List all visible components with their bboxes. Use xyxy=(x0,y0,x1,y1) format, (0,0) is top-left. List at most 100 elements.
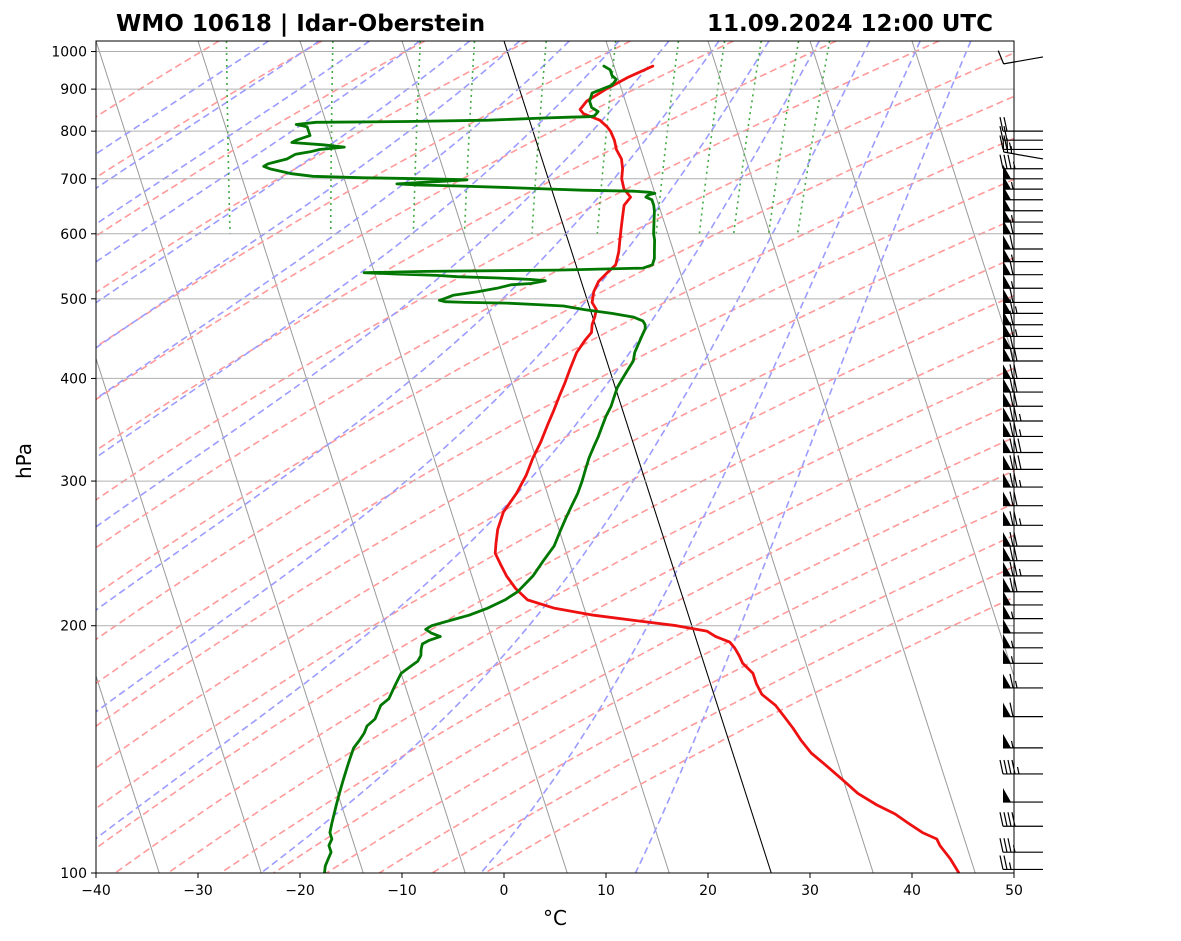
mixing-ratio-line xyxy=(655,41,680,234)
wind-barb xyxy=(999,812,1043,827)
wind-barb-feather xyxy=(1013,561,1018,576)
wind-barb xyxy=(999,838,1043,853)
wind-barb-feather xyxy=(1003,855,1008,870)
wind-barb-pennant xyxy=(1003,577,1011,592)
wind-barb xyxy=(1003,673,1043,689)
wind-barb-pennant xyxy=(1003,561,1011,576)
mixing-ratio-line xyxy=(596,41,617,234)
wind-barb xyxy=(1003,788,1043,803)
x-axis-label: °C xyxy=(543,906,567,930)
wind-barb xyxy=(1003,472,1043,488)
wind-barb-pennant xyxy=(1003,633,1011,648)
wind-barb-feather xyxy=(1007,812,1012,827)
wind-barb-feather xyxy=(1011,812,1016,827)
wind-barb-pennant xyxy=(1003,590,1011,605)
wind-barb-pennant xyxy=(1003,274,1011,289)
x-tick-label: −40 xyxy=(81,883,111,899)
wind-barb-feather xyxy=(1009,322,1014,337)
pressure-gridlines xyxy=(96,51,1014,873)
moist-adiabat-line xyxy=(96,41,421,263)
wind-barb xyxy=(1003,633,1043,649)
wind-barb-shaft xyxy=(1003,56,1044,65)
wind-barb-feather xyxy=(1007,759,1012,775)
wind-barb xyxy=(1003,208,1043,223)
mixing-ratio-line xyxy=(531,41,547,234)
wind-barb-pennant xyxy=(1003,378,1011,393)
isotherm-line xyxy=(96,356,262,873)
wind-barb-feather xyxy=(1009,364,1014,379)
sounding-profiles xyxy=(262,64,961,873)
x-axis: −40 −30 −20 −10 0 10 20 30 40 50 xyxy=(81,873,1023,899)
wind-barb-feather xyxy=(1009,438,1014,453)
wind-barb-feather xyxy=(1009,219,1014,234)
mixing-ratio-line xyxy=(463,41,476,234)
wind-barb-pennant xyxy=(1003,175,1011,190)
wind-barb-pennant xyxy=(1003,788,1011,803)
wind-barb xyxy=(1003,219,1043,235)
wind-barb-half-feather xyxy=(1018,518,1022,526)
wind-barb-pennant xyxy=(1003,546,1011,561)
wind-barb-feather xyxy=(1009,310,1014,325)
mixing-ratio-line xyxy=(330,41,334,234)
moist-adiabat-line xyxy=(96,41,770,713)
y-tick-label: 800 xyxy=(60,124,87,140)
wind-barb-pennant xyxy=(1003,422,1011,437)
wind-barb xyxy=(1003,577,1043,593)
wind-barb-feather xyxy=(1013,346,1018,362)
wind-barb-feather xyxy=(1009,406,1014,422)
wind-barb-feather xyxy=(1009,299,1014,314)
wind-barb xyxy=(1003,491,1043,507)
dry-adiabat-line xyxy=(167,402,1014,873)
wind-barb-feather xyxy=(1007,154,1012,169)
wind-barb-feather xyxy=(1009,234,1014,250)
wind-barb-feather xyxy=(999,117,1004,132)
wind-barb xyxy=(1003,392,1043,407)
dry-adiabat-line xyxy=(220,436,1014,873)
wind-barb-pennant xyxy=(1003,673,1011,688)
wind-barb xyxy=(1003,702,1043,718)
moist-adiabat-line xyxy=(96,41,521,349)
wind-barb xyxy=(1003,346,1043,362)
wind-barb-feather xyxy=(999,154,1004,169)
y-axis-label: hPa xyxy=(12,443,36,479)
wind-barb-pennant xyxy=(1003,288,1011,303)
wind-barb xyxy=(999,154,1043,170)
wind-barb-feather xyxy=(1009,455,1014,470)
wind-barb-pennant xyxy=(1003,247,1011,262)
wind-barb-feather xyxy=(1013,438,1018,453)
wind-barb xyxy=(1003,511,1043,526)
wind-barb xyxy=(1003,546,1043,562)
mixing-ratio-line xyxy=(412,41,422,234)
chart-title-station: WMO 10618 | Idar-Oberstein xyxy=(116,11,485,37)
isotherm-line xyxy=(707,41,976,873)
wind-barb-pennant xyxy=(1003,208,1011,223)
wind-barb-half-feather xyxy=(1010,214,1014,223)
wind-barb-feather xyxy=(999,135,1004,150)
wind-barb-half-feather xyxy=(1014,329,1018,337)
x-tick-label: 50 xyxy=(1005,883,1023,899)
wind-barb-feather xyxy=(1017,455,1022,470)
background-lines xyxy=(96,41,1014,873)
wind-barb-pennant xyxy=(1003,310,1011,325)
wind-barb-pennant xyxy=(1003,334,1011,349)
x-tick-label: 10 xyxy=(597,883,615,899)
wind-barb-feather xyxy=(1013,491,1018,506)
wind-barb-feather xyxy=(1013,364,1018,379)
wind-barb-feather xyxy=(1009,531,1014,547)
wind-barb-pennant xyxy=(1003,702,1011,717)
y-tick-label: 500 xyxy=(60,292,87,308)
wind-barb-pennant xyxy=(1003,407,1011,422)
wind-barb-feather xyxy=(999,838,1004,853)
wind-barb-half-feather xyxy=(1010,740,1014,749)
wind-barb xyxy=(1003,377,1043,393)
wind-barb-feather xyxy=(1013,472,1018,488)
wind-barb-feather xyxy=(1003,838,1008,853)
y-tick-label: 1000 xyxy=(51,45,87,61)
wind-barb-feather xyxy=(1013,546,1018,561)
wind-barb-feather xyxy=(1013,377,1018,393)
wind-barb-pennant xyxy=(1003,185,1011,200)
moist-adiabat-line xyxy=(480,41,921,873)
wind-barb xyxy=(1003,164,1043,180)
wind-barb-pennant xyxy=(1003,618,1011,633)
